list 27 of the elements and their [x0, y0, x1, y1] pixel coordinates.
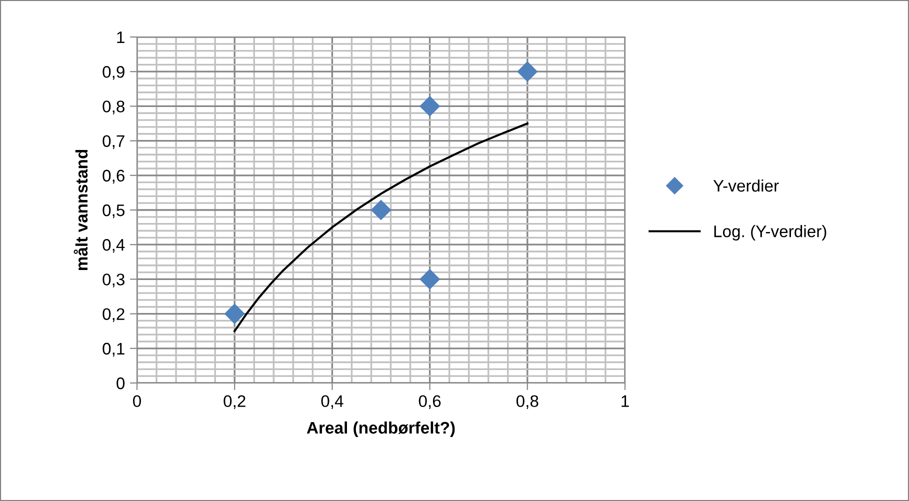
y-tick-label: 0,3	[102, 274, 124, 288]
x-tick-label: 0,8	[516, 395, 538, 410]
point	[517, 61, 538, 82]
x-tick-label: 0	[133, 395, 141, 408]
point	[420, 268, 440, 290]
y-tick-label: 1	[117, 32, 124, 44]
x-tick-label: 1	[622, 395, 629, 407]
y-axis-title: målt vannstand	[74, 150, 88, 270]
point	[224, 304, 245, 324]
y-tick-label: 0,1	[102, 342, 124, 357]
y-tick-label: 0,5	[102, 204, 124, 218]
x-axis-title: Areal (nedbørfelt?)	[306, 421, 455, 437]
y-tick-label: 0,8	[102, 100, 124, 114]
line-series	[234, 122, 528, 332]
x-tick-label: 0,6	[418, 395, 441, 410]
y-tick-label: 0,4	[102, 239, 125, 253]
y-tick-label: 0,2	[102, 308, 124, 322]
x-tick-label: 0,4	[321, 395, 344, 410]
y-tick-label: 0,7	[102, 135, 124, 149]
y-tick-label: 0,9	[102, 66, 124, 80]
point	[420, 96, 440, 116]
y-tick-label: 0	[116, 377, 125, 390]
point	[370, 200, 392, 220]
y-tick-label: 0,6	[102, 170, 124, 184]
legend-label: Y-verdier	[713, 179, 779, 192]
x-tick-label: 0,2	[224, 395, 246, 410]
legend-label: Log. (Y-verdier)	[714, 225, 826, 241]
